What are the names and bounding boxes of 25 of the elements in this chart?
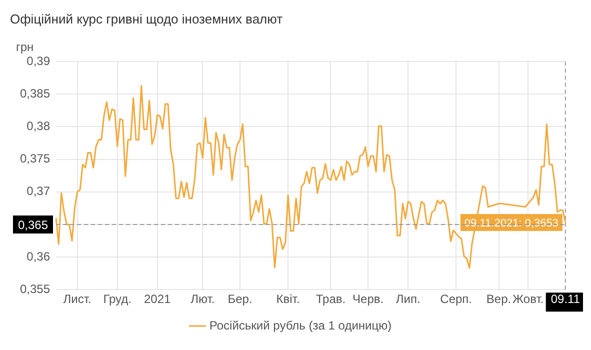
x-tick-label: Лип. — [396, 292, 420, 306]
legend-label: Російський рубль (за 1 одиницю) — [209, 318, 392, 332]
x-tick-label: Жовт. — [512, 292, 544, 306]
x-tick-label: Черв. — [352, 292, 384, 306]
x-tick-label: 2021 — [144, 292, 172, 306]
y-tick-label: 0,37 — [26, 184, 50, 198]
annotation: 09.11.2021: 0,3653 — [464, 218, 558, 230]
chart-title: Офіційний курс гривні щодо іноземних валют — [10, 11, 283, 26]
x-tick-label: Лют. — [190, 292, 215, 306]
x-tick-label: Лист. — [63, 292, 92, 306]
x-tick-label: Бер. — [228, 292, 252, 306]
y-tick-label: 0,375 — [20, 152, 50, 166]
x-tick-label: Вер. — [486, 292, 512, 306]
y-tick-label: 0,38 — [26, 119, 50, 134]
y-tick-label: 0,385 — [20, 86, 50, 100]
y-tick-label: 0,39 — [26, 54, 50, 68]
y-tick-label: 0,355 — [20, 282, 50, 296]
x-tick-label: Квіт. — [276, 292, 300, 306]
y-tick-label: 0,36 — [26, 249, 50, 264]
ref-line-label: 0,365 — [18, 218, 48, 232]
y-axis-title: грн — [16, 40, 34, 54]
x-tick-label: Трав. — [316, 292, 346, 306]
x-tick-label: 09.11 — [550, 292, 580, 306]
x-tick-label: Груд. — [103, 292, 132, 306]
x-tick-label: Серп. — [440, 292, 472, 306]
